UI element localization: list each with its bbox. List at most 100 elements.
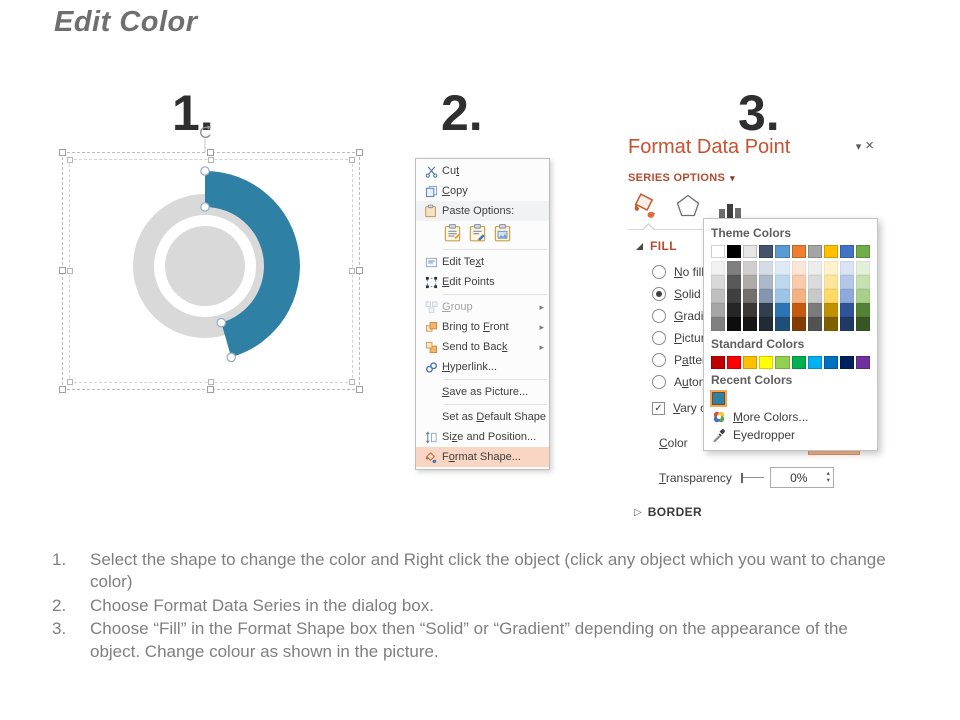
menu-item-save-as-picture[interactable]: Save as Picture...: [442, 386, 529, 398]
fill-section-header[interactable]: FILL: [636, 239, 878, 253]
color-swatch[interactable]: [791, 261, 806, 275]
menu-item-cut[interactable]: Cut: [416, 161, 549, 181]
tab-effects[interactable]: [673, 191, 703, 224]
paste-picture-icon[interactable]: [493, 223, 512, 245]
color-swatch[interactable]: [807, 275, 822, 289]
resize-handle[interactable]: [59, 267, 66, 274]
resize-handle[interactable]: [356, 267, 363, 274]
color-swatch[interactable]: [839, 261, 854, 275]
color-swatch[interactable]: [759, 356, 774, 369]
resize-handle[interactable]: [67, 157, 73, 163]
color-swatch[interactable]: [839, 356, 854, 369]
color-swatch[interactable]: [791, 317, 806, 331]
resize-handle[interactable]: [349, 157, 355, 163]
color-swatch[interactable]: [807, 245, 822, 258]
color-swatch[interactable]: [823, 289, 838, 303]
tab-fill-line[interactable]: [628, 189, 660, 224]
series-options-header[interactable]: SERIES OPTIONS ▾: [628, 172, 735, 184]
color-swatch[interactable]: [775, 317, 790, 331]
color-swatch[interactable]: [727, 261, 742, 275]
color-swatch[interactable]: [743, 356, 758, 369]
color-swatch[interactable]: [855, 317, 870, 331]
rotation-handle-icon[interactable]: [195, 124, 215, 154]
color-swatch[interactable]: [743, 317, 758, 331]
color-swatch[interactable]: [855, 356, 870, 369]
color-swatch[interactable]: [711, 289, 726, 303]
color-swatch[interactable]: [823, 303, 838, 317]
color-swatch[interactable]: [855, 245, 870, 258]
color-swatch[interactable]: [743, 289, 758, 303]
menu-item-bring-to-front[interactable]: Bring to Front ▸: [416, 317, 549, 337]
resize-handle[interactable]: [207, 149, 214, 156]
color-swatch[interactable]: [791, 275, 806, 289]
color-swatch[interactable]: [775, 303, 790, 317]
color-swatch[interactable]: [727, 317, 742, 331]
color-swatch[interactable]: [775, 289, 790, 303]
color-swatch[interactable]: [839, 245, 854, 258]
color-swatch[interactable]: [791, 245, 806, 258]
color-swatch[interactable]: [759, 317, 774, 331]
menu-item-group[interactable]: Group ▸: [416, 297, 549, 317]
transparency-slider-track[interactable]: [742, 477, 764, 478]
resize-handle[interactable]: [356, 386, 363, 393]
panel-options-dropdown-icon[interactable]: ▾: [855, 141, 862, 153]
color-swatch[interactable]: [711, 245, 726, 258]
color-swatch[interactable]: [711, 356, 726, 369]
color-swatch[interactable]: [759, 245, 774, 258]
resize-handle[interactable]: [207, 386, 214, 393]
color-swatch[interactable]: [855, 275, 870, 289]
transparency-spinner[interactable]: 0% ▴ ▾: [769, 467, 834, 488]
transparency-slider-thumb[interactable]: [740, 472, 743, 483]
color-swatch[interactable]: [743, 275, 758, 289]
resize-handle[interactable]: [59, 149, 66, 156]
color-swatch[interactable]: [807, 261, 822, 275]
color-swatch[interactable]: [759, 289, 774, 303]
resize-handle[interactable]: [59, 386, 66, 393]
color-swatch[interactable]: [711, 317, 726, 331]
donut-chart[interactable]: [62, 152, 358, 388]
resize-handle[interactable]: [208, 157, 214, 163]
color-swatch[interactable]: [807, 289, 822, 303]
color-swatch[interactable]: [711, 303, 726, 317]
color-swatch[interactable]: [712, 392, 725, 405]
tab-series-options[interactable]: [716, 202, 746, 224]
color-swatch[interactable]: [743, 245, 758, 258]
color-swatch[interactable]: [727, 303, 742, 317]
color-swatch[interactable]: [855, 303, 870, 317]
chart-selection-box[interactable]: [59, 149, 363, 393]
color-swatch[interactable]: [727, 289, 742, 303]
menu-item-edit-text[interactable]: Edit Text: [416, 252, 549, 272]
menu-item-send-to-back[interactable]: Send to Back ▸: [416, 337, 549, 357]
paste-merge-formatting-icon[interactable]: [468, 223, 487, 245]
menu-item-edit-points[interactable]: Edit Points: [416, 272, 549, 292]
color-swatch[interactable]: [807, 303, 822, 317]
color-swatch[interactable]: [807, 356, 822, 369]
color-swatch[interactable]: [727, 356, 742, 369]
color-swatch[interactable]: [823, 317, 838, 331]
color-swatch[interactable]: [855, 289, 870, 303]
color-swatch[interactable]: [711, 261, 726, 275]
color-swatch[interactable]: [839, 317, 854, 331]
color-swatch[interactable]: [759, 275, 774, 289]
color-swatch[interactable]: [807, 317, 822, 331]
spin-up-icon[interactable]: ▴: [826, 470, 830, 477]
color-swatch[interactable]: [791, 289, 806, 303]
color-swatch[interactable]: [839, 303, 854, 317]
color-swatch[interactable]: [775, 261, 790, 275]
color-swatch[interactable]: [775, 356, 790, 369]
color-swatch[interactable]: [759, 261, 774, 275]
color-swatch[interactable]: [743, 303, 758, 317]
color-swatch[interactable]: [823, 245, 838, 258]
menu-item-hyperlink[interactable]: Hyperlink...: [416, 357, 549, 377]
color-swatch[interactable]: [711, 275, 726, 289]
color-swatch[interactable]: [743, 261, 758, 275]
color-swatch[interactable]: [727, 275, 742, 289]
color-swatch[interactable]: [855, 261, 870, 275]
menu-item-paste-options[interactable]: Paste Options:: [416, 201, 549, 221]
close-icon[interactable]: ×: [865, 137, 874, 154]
paste-keep-formatting-icon[interactable]: [443, 223, 462, 245]
eyedropper-item[interactable]: Eyedropper: [712, 426, 870, 444]
resize-handle[interactable]: [356, 149, 363, 156]
spin-down-icon[interactable]: ▾: [826, 477, 830, 484]
menu-item-format-shape[interactable]: Format Shape...: [416, 447, 549, 467]
